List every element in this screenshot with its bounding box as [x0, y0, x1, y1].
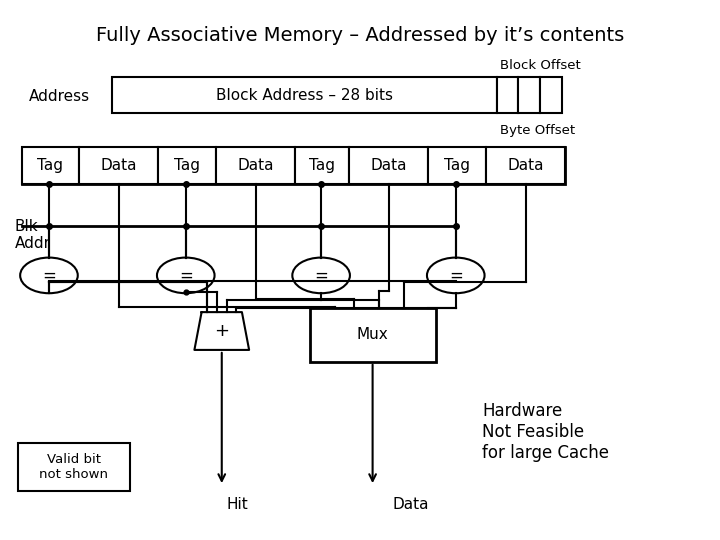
Text: Tag: Tag — [444, 158, 470, 173]
Bar — [310, 308, 436, 362]
Bar — [295, 147, 349, 184]
Text: Byte Offset: Byte Offset — [500, 124, 575, 137]
Bar — [18, 443, 130, 491]
Polygon shape — [194, 312, 249, 350]
Text: Hit: Hit — [227, 497, 248, 512]
Text: Blk
Addr: Blk Addr — [14, 219, 50, 251]
Text: Data: Data — [392, 497, 428, 512]
Bar — [216, 147, 295, 184]
Text: +: + — [215, 322, 229, 340]
Text: Data: Data — [508, 158, 544, 173]
Ellipse shape — [20, 258, 78, 293]
Text: Block Address – 28 bits: Block Address – 28 bits — [216, 87, 392, 103]
Bar — [22, 147, 79, 184]
Text: Data: Data — [371, 158, 407, 173]
Bar — [79, 147, 158, 184]
Text: =: = — [449, 266, 463, 285]
Text: Valid bit
not shown: Valid bit not shown — [40, 453, 108, 481]
Bar — [486, 147, 565, 184]
Text: Data: Data — [238, 158, 274, 173]
Bar — [349, 147, 428, 184]
Text: =: = — [314, 266, 328, 285]
Text: Block Offset: Block Offset — [500, 59, 581, 72]
Text: Tag: Tag — [309, 158, 336, 173]
Text: Tag: Tag — [174, 158, 200, 173]
Bar — [158, 147, 216, 184]
Ellipse shape — [157, 258, 215, 293]
Text: Mux: Mux — [356, 327, 389, 342]
Bar — [22, 147, 565, 184]
Text: =: = — [42, 266, 56, 285]
Bar — [112, 77, 497, 113]
Text: =: = — [179, 266, 193, 285]
Ellipse shape — [292, 258, 350, 293]
Ellipse shape — [427, 258, 485, 293]
Bar — [497, 77, 518, 113]
Text: Data: Data — [101, 158, 137, 173]
Text: Hardware
Not Feasible
for large Cache: Hardware Not Feasible for large Cache — [482, 402, 609, 462]
Text: Address: Address — [29, 89, 90, 104]
Bar — [428, 147, 486, 184]
Text: Fully Associative Memory – Addressed by it’s contents: Fully Associative Memory – Addressed by … — [96, 25, 624, 45]
Text: Tag: Tag — [37, 158, 63, 173]
Bar — [518, 77, 540, 113]
Bar — [540, 77, 562, 113]
